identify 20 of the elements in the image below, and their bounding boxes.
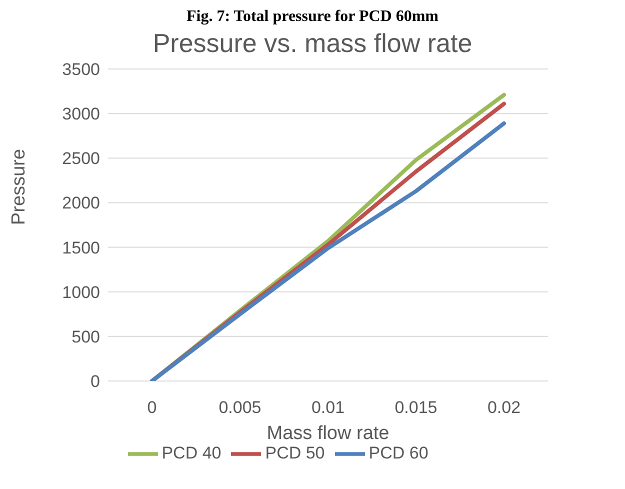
y-tick-label: 2500 <box>62 149 100 168</box>
x-tick-label: 0.02 <box>487 398 521 418</box>
y-axis-title: Pressure <box>8 148 30 225</box>
x-tick-label: 0 <box>147 398 157 418</box>
x-tick-label: 0.01 <box>311 398 345 418</box>
y-tick-label: 0 <box>90 372 100 392</box>
y-tick-label: 3500 <box>62 60 100 80</box>
x-axis-title: Mass flow rate <box>266 423 390 444</box>
y-tick-label: 500 <box>72 327 100 346</box>
y-tick-label: 2000 <box>62 194 100 213</box>
legend-label: PCD 60 <box>368 443 428 462</box>
legend-label: PCD 40 <box>162 443 222 462</box>
x-tick-label: 0.015 <box>394 398 438 418</box>
chart-title: Pressure vs. mass flow rate <box>152 28 474 59</box>
caption: Fig. 7: Total pressure for PCD 60mm <box>186 8 440 26</box>
x-tick-label: 0.005 <box>218 398 262 418</box>
y-tick-label: 1000 <box>62 282 100 302</box>
y-tick-label: 1500 <box>62 238 100 258</box>
legend-label: PCD 50 <box>265 443 325 462</box>
y-tick-label: 3000 <box>62 104 100 124</box>
